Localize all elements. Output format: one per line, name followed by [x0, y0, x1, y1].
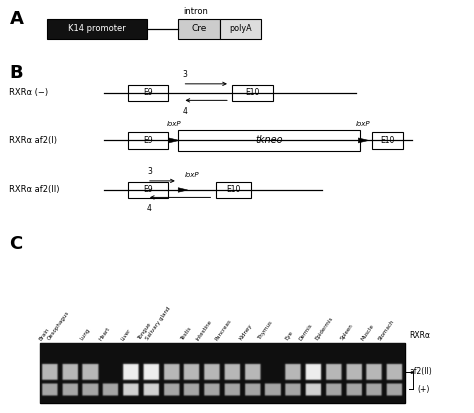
Text: A: A	[9, 10, 23, 28]
Text: loxP: loxP	[356, 121, 371, 127]
Text: Thymus: Thymus	[257, 320, 273, 341]
Text: RXRα (−): RXRα (−)	[9, 88, 49, 97]
Polygon shape	[358, 138, 369, 143]
FancyBboxPatch shape	[128, 132, 168, 149]
FancyBboxPatch shape	[128, 85, 168, 101]
Polygon shape	[169, 138, 179, 143]
Polygon shape	[178, 188, 188, 192]
Text: Kidney: Kidney	[238, 323, 253, 341]
Text: Liver: Liver	[120, 328, 132, 341]
Text: Tongue: Tongue	[137, 322, 152, 341]
Text: Epidermis: Epidermis	[315, 316, 334, 341]
Text: Oesophagus: Oesophagus	[47, 310, 71, 341]
Text: B: B	[9, 64, 23, 82]
FancyBboxPatch shape	[178, 130, 360, 151]
Text: 4: 4	[147, 204, 152, 213]
Text: E10: E10	[226, 185, 241, 195]
Text: RXRα: RXRα	[409, 331, 430, 340]
Text: 3: 3	[182, 70, 187, 79]
FancyBboxPatch shape	[372, 132, 403, 149]
Text: Pancreas: Pancreas	[215, 318, 233, 341]
FancyBboxPatch shape	[220, 19, 261, 39]
Text: 4: 4	[182, 107, 187, 116]
Text: RXRα af2(I): RXRα af2(I)	[9, 136, 57, 145]
Text: C: C	[9, 235, 23, 254]
Text: af2(II): af2(II)	[409, 367, 432, 376]
Text: polyA: polyA	[229, 24, 252, 33]
Text: Salivary gland: Salivary gland	[146, 306, 172, 341]
FancyBboxPatch shape	[40, 343, 405, 403]
Text: tkneo: tkneo	[255, 135, 283, 145]
Text: K14 promoter: K14 promoter	[68, 24, 126, 33]
Text: E10: E10	[380, 136, 395, 145]
Text: RXRα af2(II): RXRα af2(II)	[9, 185, 60, 195]
FancyBboxPatch shape	[232, 85, 273, 101]
Text: Spleen: Spleen	[340, 323, 355, 341]
Text: E9: E9	[143, 185, 153, 195]
Text: E9: E9	[143, 88, 153, 97]
Text: Eye: Eye	[284, 330, 294, 341]
FancyBboxPatch shape	[47, 19, 147, 39]
Text: intron: intron	[183, 7, 208, 16]
FancyBboxPatch shape	[216, 182, 251, 198]
Text: Heart: Heart	[98, 326, 111, 341]
Text: Testis: Testis	[180, 326, 192, 341]
Text: Stomach: Stomach	[377, 318, 395, 341]
FancyBboxPatch shape	[128, 182, 168, 198]
Text: Cre: Cre	[191, 24, 207, 33]
Text: loxP: loxP	[185, 171, 200, 178]
FancyBboxPatch shape	[178, 19, 220, 39]
Text: Dermis: Dermis	[299, 322, 314, 341]
Text: (+): (+)	[418, 385, 430, 394]
Text: 3: 3	[147, 167, 152, 176]
Text: Brain: Brain	[38, 327, 50, 341]
Text: Lung: Lung	[79, 328, 91, 341]
Text: Muscle: Muscle	[360, 323, 375, 341]
Text: E10: E10	[245, 88, 260, 97]
Text: Intestine: Intestine	[195, 318, 213, 341]
Text: loxP: loxP	[167, 121, 181, 127]
Text: E9: E9	[143, 136, 153, 145]
